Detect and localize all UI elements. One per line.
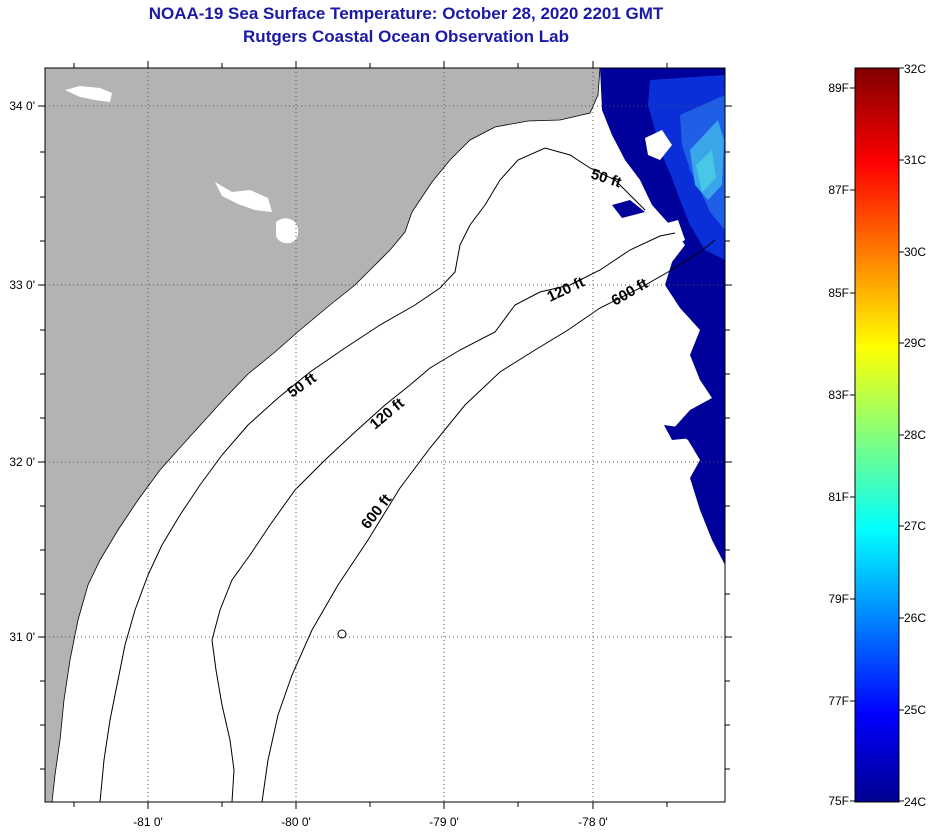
map-title: NOAA-19 Sea Surface Temperature: October… (148, 4, 664, 23)
colorbar-f-label: 77F (828, 694, 849, 708)
land-mass (45, 68, 601, 802)
colorbar-c-label: 27C (904, 519, 926, 533)
lon-label-81: -81 0' (133, 815, 163, 829)
colorbar (854, 67, 900, 803)
colorbar-f-label: 85F (828, 286, 849, 300)
lat-label-33: 33 0' (9, 278, 35, 292)
lon-label-80: -80 0' (281, 815, 311, 829)
sst-swath (600, 68, 725, 565)
lon-label-79: -79 0' (429, 815, 459, 829)
lat-label-32: 32 0' (9, 455, 35, 469)
colorbar-ticks (850, 67, 904, 802)
graticule (45, 68, 725, 802)
colorbar-f-label: 81F (828, 490, 849, 504)
map-subtitle: Rutgers Coastal Ocean Observation Lab (243, 27, 569, 46)
axis-ticks (38, 61, 732, 809)
colorbar-c-label: 28C (904, 428, 926, 442)
colorbar-c-label: 32C (904, 62, 926, 76)
contour-50ft (99, 147, 646, 802)
colorbar-c-label: 26C (904, 611, 926, 625)
colorbar-f-label: 75F (828, 794, 849, 808)
colorbar-f-label: 79F (828, 592, 849, 606)
colorbar-f-label: 83F (828, 388, 849, 402)
lat-label-34: 34 0' (9, 99, 35, 113)
colorbar-f-label: 89F (828, 81, 849, 95)
colorbar-c-label: 24C (904, 795, 926, 809)
colorbar-c-label: 29C (904, 336, 926, 350)
lat-label-31: 31 0' (9, 630, 35, 644)
colorbar-f-label: 87F (828, 183, 849, 197)
colorbar-c-label: 30C (904, 245, 926, 259)
colorbar-c-label: 31C (904, 153, 926, 167)
colorbar-c-label: 25C (904, 703, 926, 717)
map-plot: 50 ft 50 ft 120 ft 120 ft 600 ft 600 ft (45, 68, 725, 802)
plot-frame (44, 67, 726, 803)
lon-label-78: -78 0' (578, 815, 608, 829)
